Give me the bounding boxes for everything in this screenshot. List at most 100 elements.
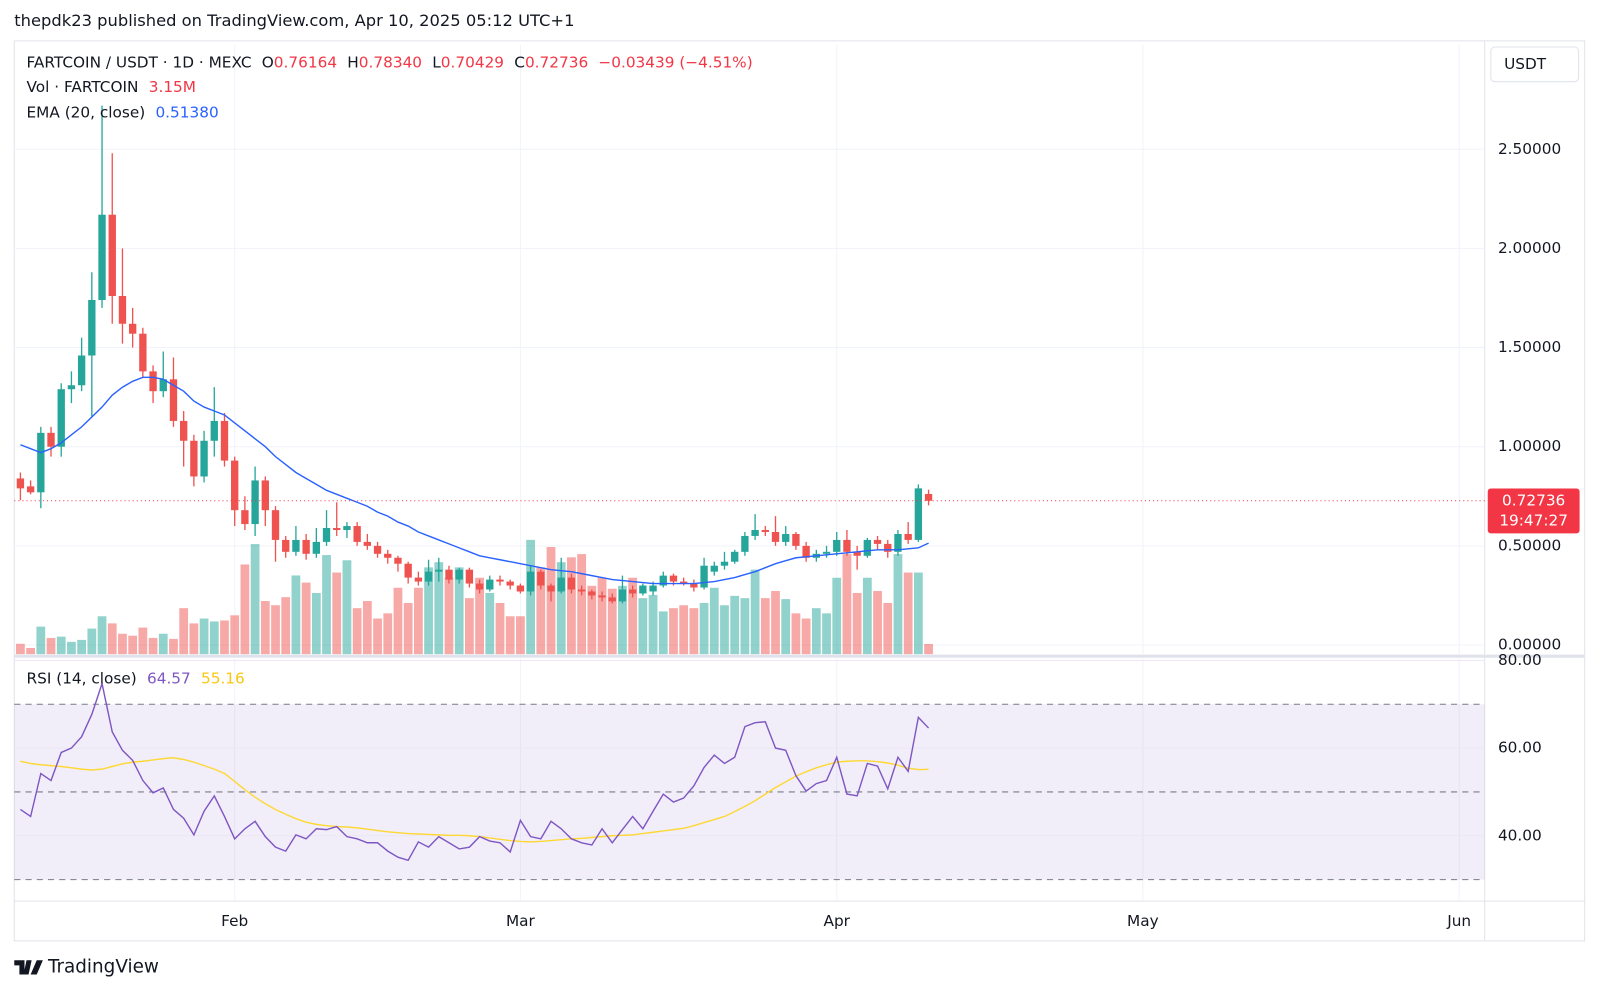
y-tick-label: 2.00000 — [1498, 239, 1561, 257]
ohlc-key: C — [514, 53, 525, 71]
volume-bar — [485, 592, 495, 655]
symbol-legend: FARTCOIN / USDT · 1D · MEXC O0.76164 H0.78… — [27, 53, 753, 71]
volume-bar — [209, 621, 219, 655]
volume-bar — [291, 575, 301, 655]
last-price-label: 0.72736 — [1502, 491, 1565, 509]
ohlc-key: O — [262, 53, 274, 71]
candle-body — [394, 557, 402, 564]
volume-bar — [454, 567, 464, 655]
volume-bar — [740, 598, 750, 655]
candle-body — [404, 563, 412, 578]
candle-body — [761, 530, 769, 532]
candle-body — [792, 533, 800, 546]
candle-body — [282, 539, 290, 552]
volume-bar — [230, 615, 240, 655]
candle-body — [190, 440, 198, 477]
volume-bar — [46, 637, 56, 655]
brand-name: TradingView — [47, 956, 159, 977]
volume-bar — [495, 602, 505, 655]
volume-bar — [720, 605, 729, 655]
rsi-name: RSI (14, close) — [27, 669, 137, 687]
candle-body — [435, 569, 443, 572]
volume-bar — [658, 611, 668, 655]
currency-box[interactable] — [1490, 46, 1580, 83]
y-tick-label: 80.00 — [1498, 651, 1542, 669]
candle-body — [37, 432, 45, 493]
volume-bar — [852, 592, 862, 655]
volume-bar — [118, 633, 127, 655]
volume-bar — [475, 577, 484, 655]
candle-body — [475, 583, 484, 590]
candle-body — [853, 551, 861, 556]
candle-body — [159, 379, 167, 392]
candle-body — [220, 420, 229, 461]
candle-body — [414, 577, 423, 582]
volume-value: 3.15M — [149, 77, 196, 95]
candle-body — [210, 420, 218, 441]
candle-body — [751, 530, 759, 536]
chart-frame — [13, 40, 1586, 942]
volume-bar — [179, 608, 189, 655]
volume-bar — [536, 567, 546, 655]
plot-area: Feb Mar Apr May Jun 0.00000 0.50000 1.00000 1.50… — [14, 44, 1561, 930]
volume-bar — [301, 582, 311, 655]
volume-bar — [311, 592, 321, 655]
volume-bar — [709, 587, 719, 655]
candle-body — [302, 539, 310, 554]
candle-body — [445, 569, 453, 580]
countdown-label: 19:47:27 — [1499, 512, 1568, 530]
volume-bar — [373, 618, 382, 655]
candle-body — [628, 589, 637, 594]
candle-body — [149, 371, 157, 392]
volume-bar — [138, 627, 148, 655]
candle-body — [873, 539, 882, 544]
volume-bar — [240, 564, 250, 655]
volume-bar — [913, 572, 923, 655]
volume-bar — [352, 608, 362, 655]
volume-bar — [281, 597, 291, 655]
candle-body — [169, 379, 178, 421]
y-tick-label: 40.00 — [1498, 826, 1542, 844]
candle-body — [782, 533, 790, 542]
volume-bar — [842, 554, 852, 655]
volume-bar — [36, 626, 46, 655]
candle-body — [465, 569, 474, 584]
candle-body — [649, 585, 657, 592]
volume-bar — [444, 577, 454, 655]
brand-logo: TradingView — [14, 956, 159, 977]
volume-bar — [77, 639, 87, 655]
volume-bar — [158, 633, 168, 655]
candle-body — [16, 478, 25, 489]
volume-bar — [393, 587, 403, 655]
candle-body — [618, 589, 627, 602]
volume-bar — [67, 641, 76, 655]
volume-bar — [811, 608, 821, 655]
volume-bar — [556, 562, 566, 655]
volume-bar — [107, 623, 117, 655]
volume-bar — [465, 598, 474, 655]
candle-body — [373, 545, 382, 554]
volume-bar — [587, 585, 597, 655]
candle-body — [271, 510, 280, 540]
candle-body — [180, 420, 188, 441]
candle-body — [680, 581, 688, 584]
volume-bar — [87, 628, 97, 655]
volume-bar — [628, 577, 638, 655]
candle-body — [598, 595, 606, 598]
volume-bar — [801, 618, 811, 655]
candle-body — [496, 579, 504, 582]
candle-body — [88, 299, 96, 356]
y-tick-label: 60.00 — [1498, 739, 1542, 757]
candle-body — [384, 553, 392, 558]
volume-name: Vol · FARTCOIN — [27, 77, 139, 95]
candle-body — [833, 539, 841, 552]
volume-bar — [26, 647, 36, 655]
volume-bar — [260, 601, 270, 655]
volume-bar — [597, 577, 607, 655]
currency-label[interactable]: USDT — [1504, 55, 1547, 73]
candle-body — [261, 480, 269, 511]
candle-body — [894, 533, 902, 552]
rsi-ma-value: 55.16 — [201, 669, 245, 687]
volume-bar — [822, 613, 831, 655]
